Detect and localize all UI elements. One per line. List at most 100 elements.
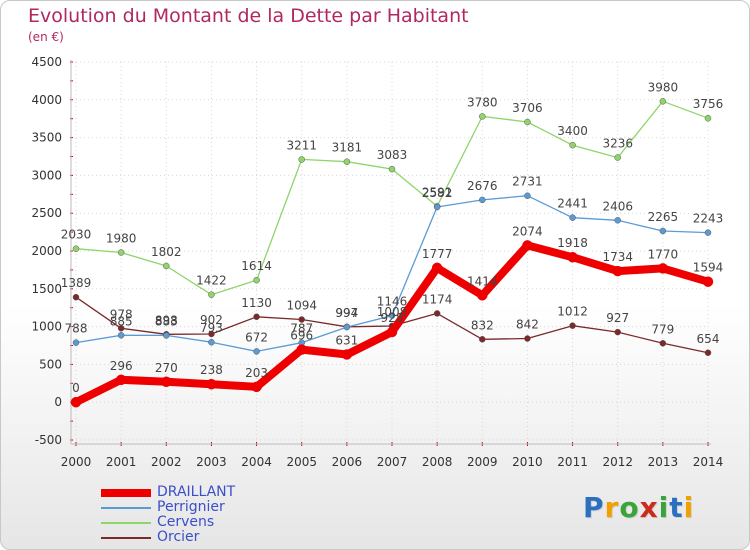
data-point-draillant [70, 396, 82, 408]
data-point-perrignier [659, 227, 667, 235]
data-label-orcier: 978 [110, 307, 133, 321]
legend-item-perrignier: Perrignier [101, 499, 341, 515]
y-tick-label: 2500 [31, 206, 62, 220]
legend-swatch [101, 506, 151, 509]
legend-swatch [101, 536, 151, 539]
legend-item-cervens: Cervens [101, 514, 341, 530]
y-tick-label: 2000 [31, 244, 62, 258]
data-label-orcier: 1094 [286, 298, 317, 312]
logo-letter: o [619, 491, 640, 524]
data-point-orcier [524, 335, 531, 342]
x-tick-label: 2001 [106, 455, 137, 469]
data-point-cervens [704, 114, 712, 122]
proxiti-logo: Proxiti [583, 491, 694, 524]
data-label-perrignier: 2582 [422, 186, 453, 200]
data-label-draillant: 238 [200, 363, 223, 377]
data-label-draillant: 696 [290, 329, 313, 343]
data-point-draillant [161, 376, 172, 388]
x-tick-label: 2002 [151, 455, 182, 469]
data-label-perrignier: 2265 [648, 210, 679, 224]
data-label-cervens: 1980 [106, 232, 137, 246]
legend: DRAILLANT Perrignier Cervens Orcier [101, 484, 341, 545]
data-label-draillant: 1594 [693, 261, 724, 275]
data-label-perrignier: 788 [65, 322, 88, 336]
data-point-cervens [117, 249, 125, 256]
data-label-draillant: 0 [72, 381, 80, 395]
x-tick-label: 2007 [377, 455, 408, 469]
data-label-cervens: 3236 [602, 137, 633, 151]
data-point-perrignier [479, 196, 486, 204]
data-label-cervens: 1802 [151, 245, 182, 259]
x-tick-label: 2008 [422, 455, 453, 469]
x-tick-label: 2000 [61, 455, 92, 469]
data-label-orcier: 898 [155, 313, 178, 327]
data-point-draillant [296, 344, 307, 355]
logo-letter: r [604, 491, 620, 524]
data-point-orcier [298, 316, 305, 323]
legend-label: Orcier [157, 529, 200, 545]
data-point-draillant [341, 349, 353, 360]
data-label-draillant: 2074 [512, 224, 543, 238]
y-tick-label: 0 [54, 395, 62, 409]
data-label-orcier: 779 [651, 322, 674, 336]
y-tick-label: 1500 [31, 282, 62, 296]
data-point-orcier [72, 293, 80, 301]
data-point-orcier [253, 313, 260, 321]
data-label-cervens: 3083 [377, 148, 408, 162]
legend-label: Cervens [157, 514, 215, 530]
data-point-perrignier [614, 217, 621, 224]
data-label-perrignier: 787 [290, 322, 313, 336]
data-label-perrignier: 994 [335, 306, 358, 320]
data-point-perrignier [433, 203, 441, 211]
data-point-cervens [388, 165, 396, 173]
data-label-cervens: 3780 [467, 95, 498, 109]
data-point-orcier [704, 349, 712, 357]
data-labels: 1389 978 898 902 1130 1094 997 1008 1174 832 842 10… [61, 80, 724, 395]
data-label-orcier: 997 [335, 306, 358, 320]
data-point-orcier [569, 322, 576, 329]
data-point-cervens [659, 98, 667, 105]
data-label-cervens: 1422 [196, 274, 227, 288]
data-label-orcier: 1008 [377, 305, 408, 319]
axes: -500 0 500 1000 1500 2000 2500 3000 3500 4000 4500… [31, 55, 723, 469]
data-point-cervens [614, 154, 621, 161]
data-label-draillant: 296 [110, 359, 133, 373]
data-point-perrignier [343, 323, 351, 331]
data-point-draillant [115, 374, 127, 386]
data-label-cervens: 3181 [332, 141, 363, 155]
data-label-perrignier: 793 [200, 321, 223, 335]
data-label-perrignier: 1146 [377, 295, 408, 309]
x-tick-label: 2006 [332, 455, 363, 469]
x-tick-label: 2012 [602, 455, 633, 469]
data-label-draillant: 1918 [557, 236, 588, 250]
x-tick-label: 2004 [241, 455, 272, 469]
data-label-orcier: 654 [697, 332, 720, 346]
data-point-draillant [386, 326, 398, 338]
data-point-perrignier [524, 192, 531, 199]
data-label-perrignier: 885 [110, 314, 133, 328]
data-label-cervens: 3980 [648, 80, 679, 94]
data-label-cervens: 3211 [286, 138, 317, 152]
data-label-perrignier: 2676 [467, 179, 498, 193]
legend-label: Perrignier [157, 499, 225, 515]
data-label-cervens: 3400 [557, 124, 588, 138]
y-tick-label: 4500 [31, 55, 62, 69]
data-label-draillant: 928 [381, 311, 404, 325]
logo-letter: t [669, 491, 684, 524]
data-point-orcier [479, 336, 486, 343]
data-point-perrignier [208, 338, 215, 346]
x-tick-label: 2011 [557, 455, 588, 469]
data-point-draillant [702, 276, 714, 287]
data-point-draillant [477, 290, 488, 301]
data-point-orcier [208, 330, 215, 338]
data-point-perrignier [163, 332, 170, 339]
data-point-cervens [298, 156, 305, 163]
data-point-cervens [163, 262, 170, 270]
data-point-perrignier [704, 229, 712, 236]
data-point-perrignier [72, 339, 80, 346]
data-label-draillant: 1777 [422, 247, 453, 261]
data-label-orcier: 1130 [241, 296, 272, 310]
data-label-draillant: 631 [335, 333, 358, 347]
